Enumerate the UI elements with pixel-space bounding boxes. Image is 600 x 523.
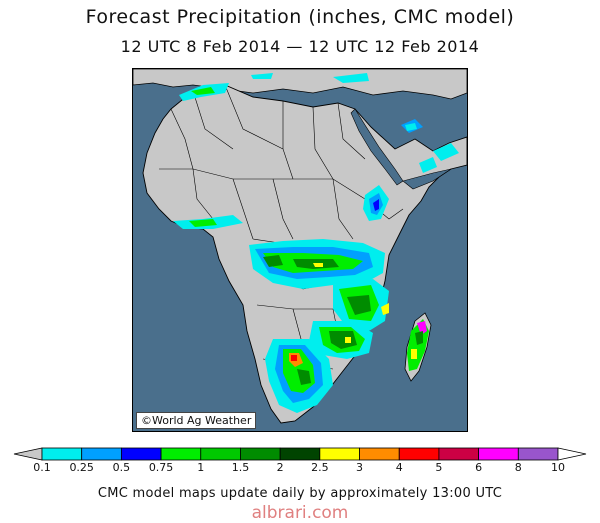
legend-tick-label: 0.25 (69, 461, 94, 474)
precip-arabia (401, 119, 459, 173)
legend-swatch (279, 447, 321, 461)
red-sea (350, 108, 404, 186)
precip-legend-bar (13, 447, 587, 461)
precip-west-coast (173, 215, 243, 229)
legend-tick-label: 6 (475, 461, 483, 474)
legend-tick-label: 3 (356, 461, 364, 474)
legend-tick-label: 8 (514, 461, 522, 474)
legend-tick-label: 0.75 (148, 461, 174, 474)
europe-landmass (133, 69, 467, 100)
legend-swatch (438, 447, 480, 461)
legend-high-end (557, 447, 587, 461)
precip-central-africa (249, 239, 385, 289)
legend-tick-label: 0.5 (112, 461, 131, 474)
legend-low-end (13, 447, 43, 461)
legend-tick-label: 2 (276, 461, 284, 474)
legend-tick-label: 10 (551, 461, 565, 474)
legend-swatch (81, 447, 122, 461)
legend-tick-label: 0.1 (33, 461, 51, 474)
map-title: Forecast Precipitation (inches, CMC mode… (85, 6, 515, 28)
map-date-range: 12 UTC 8 Feb 2014 — 12 UTC 12 Feb 2014 (120, 37, 480, 56)
legend-tick-label: 1 (197, 461, 205, 474)
legend-swatch (120, 447, 162, 461)
legend-swatch (41, 447, 83, 461)
legend-swatch (359, 447, 400, 461)
legend-swatch (517, 447, 559, 461)
legend-tick-label: 4 (395, 461, 403, 474)
map-credit: ©World Ag Weather (136, 412, 257, 429)
legend-swatch (478, 447, 519, 461)
precip-ethiopia (363, 185, 389, 221)
precip-north-coast (179, 73, 369, 101)
legend-tick-label: 5 (435, 461, 443, 474)
legend-swatch (200, 447, 241, 461)
legend-swatch (240, 447, 281, 461)
update-note: CMC model maps update daily by approxima… (97, 486, 503, 501)
legend-swatch (160, 447, 202, 461)
map-canvas (133, 69, 467, 431)
precip-south-africa (265, 339, 333, 413)
legend-swatch (319, 447, 360, 461)
watermark: albrari.com (251, 503, 349, 523)
precip-southern-band (309, 321, 373, 359)
precip-madagascar (407, 319, 429, 371)
precipitation-map (132, 68, 468, 432)
gulf-of-aden (402, 168, 452, 190)
legend-tick-label: 2.5 (311, 461, 329, 474)
precip-east-africa (333, 279, 389, 331)
legend-swatch (398, 447, 440, 461)
legend-tick-label: 1.5 (231, 461, 250, 474)
